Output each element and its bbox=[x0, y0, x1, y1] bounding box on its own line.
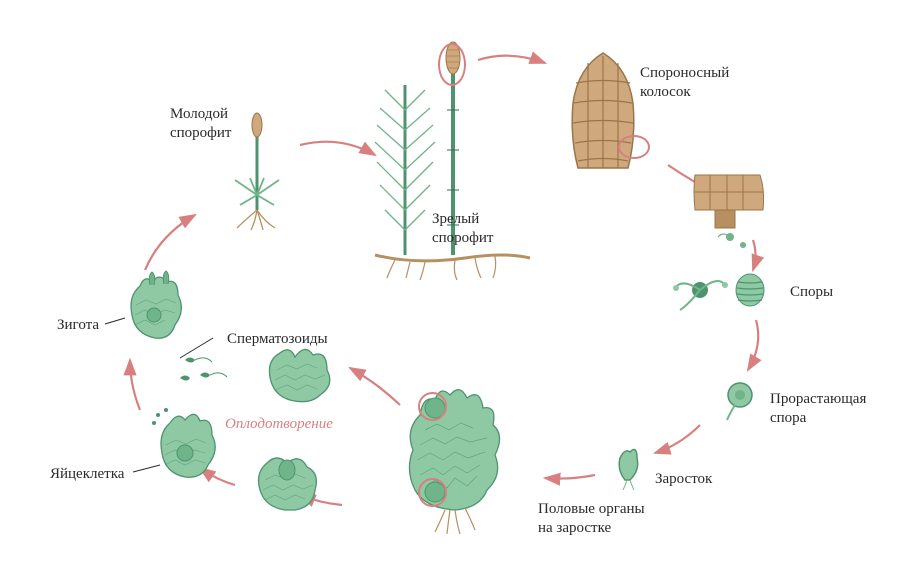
label-zygote: Зигота bbox=[57, 316, 99, 335]
highlight-archegonium bbox=[418, 478, 447, 507]
label-sex-organs: Половые органы на заростке bbox=[538, 500, 645, 538]
label-prothallus: Заросток bbox=[655, 470, 712, 489]
label-sperm: Сперматозоиды bbox=[227, 330, 328, 349]
highlight-sporangiophore bbox=[618, 135, 650, 159]
egg-illustration bbox=[150, 405, 230, 490]
archegonium-blob-illustration bbox=[245, 445, 335, 525]
germinating-spore-illustration bbox=[715, 375, 770, 425]
label-young-sporophyte: Молодой спорофит bbox=[170, 105, 232, 143]
sporangiophore-illustration bbox=[685, 165, 790, 255]
label-germinating-spore: Прорастающая спора bbox=[770, 390, 866, 428]
label-strobilus: Спороносный колосок bbox=[640, 64, 729, 102]
prothallus-small-illustration bbox=[605, 440, 650, 490]
spores-illustration bbox=[670, 260, 790, 320]
label-mature-sporophyte: Зрелый спорофит bbox=[432, 210, 494, 248]
label-egg: Яйцеклетка bbox=[50, 465, 124, 484]
gametophyte-illustration bbox=[375, 380, 535, 540]
label-fertilization: Оплодотворение bbox=[225, 415, 333, 434]
highlight-antheridium bbox=[418, 392, 447, 421]
zygote-illustration bbox=[120, 270, 195, 350]
highlight-strobilus-tip bbox=[438, 43, 466, 86]
label-spores: Споры bbox=[790, 283, 833, 302]
